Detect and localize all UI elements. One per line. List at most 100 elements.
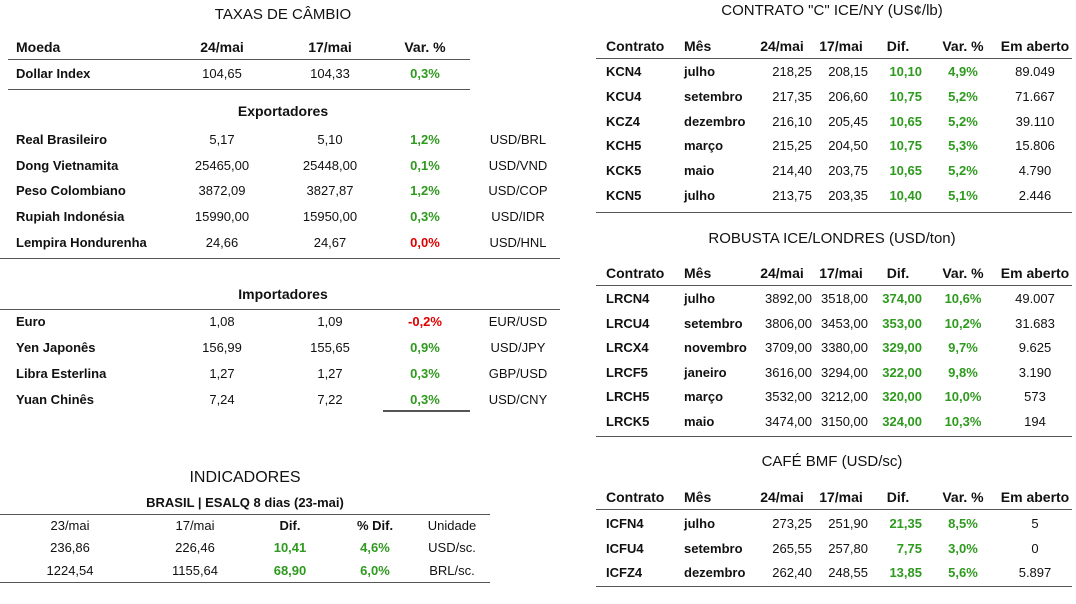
section-title: ROBUSTA ICE/LONDRES (USD/ton): [708, 230, 956, 247]
cell: julho: [684, 291, 716, 306]
cell: maio: [684, 414, 715, 429]
cell: Real Brasileiro: [16, 132, 108, 147]
cell: 104,65: [202, 66, 242, 81]
cell: 3709,00: [765, 340, 812, 356]
cell: GBP/USD: [488, 366, 548, 381]
cell: novembro: [684, 340, 747, 356]
cell: 156,99: [202, 340, 242, 355]
cell: 3892,00: [765, 291, 812, 306]
header-cell: Var. %: [942, 489, 984, 505]
cell: 7,75: [896, 540, 922, 556]
cell: 329,00: [882, 340, 922, 356]
header-cell: Em aberto: [1000, 265, 1070, 281]
cell: ICFN4: [606, 516, 644, 531]
cell: ICFU4: [606, 540, 644, 556]
header-cell: Mês: [684, 489, 712, 505]
cell: 213,75: [772, 188, 812, 203]
cell: 1,27: [209, 366, 235, 381]
cell: 273,25: [772, 516, 812, 531]
rule: [383, 410, 470, 412]
cell: Yen Japonês: [16, 340, 96, 355]
header-cell: Dif.: [886, 265, 910, 281]
cell: ICFZ4: [606, 565, 643, 580]
cell: 0,3%: [410, 366, 440, 381]
cell: 216,10: [772, 113, 812, 129]
header-cell: 17/mai: [819, 265, 863, 281]
cell: 3.190: [1018, 364, 1052, 380]
cell: 248,55: [828, 565, 868, 580]
cell: 374,00: [882, 291, 922, 306]
cell: 9,8%: [948, 364, 978, 380]
header-cell: Contrato: [606, 489, 665, 505]
header-cell: 17/mai: [308, 39, 352, 55]
cell: 1,08: [209, 314, 235, 329]
cell: 1,2%: [410, 183, 440, 199]
cell: 215,25: [772, 138, 812, 154]
cell: 5,2%: [948, 88, 978, 104]
rule: [596, 509, 1072, 510]
cell: 3474,00: [765, 414, 812, 429]
cell: Yuan Chinês: [16, 392, 95, 407]
cell: USD/sc.: [428, 540, 476, 555]
cell: 3806,00: [765, 315, 812, 331]
cell: julho: [684, 188, 716, 203]
cell: 10,0%: [944, 389, 982, 405]
cell: dezembro: [684, 113, 746, 129]
header-cell: 24/mai: [760, 265, 804, 281]
cell: Dif.: [279, 518, 301, 533]
cell: março: [684, 138, 724, 154]
header-cell: 24/mai: [200, 39, 244, 55]
cell: 5,10: [317, 132, 343, 147]
cell: USD/VND: [488, 157, 548, 173]
cell: KCK5: [606, 163, 642, 179]
cell: BRL/sc.: [429, 563, 475, 578]
cell: 24,67: [313, 234, 347, 250]
cell: 3872,09: [198, 183, 246, 199]
cell: 7,22: [317, 392, 343, 407]
rule: [596, 285, 1072, 286]
cell: 7,24: [209, 392, 235, 407]
cell: 4.790: [1018, 163, 1052, 179]
cell: 15.806: [1015, 138, 1055, 154]
cell: 15990,00: [194, 209, 250, 225]
cell: setembro: [684, 88, 743, 104]
cell: 1155,64: [171, 563, 219, 578]
cell: 10,6%: [944, 291, 982, 306]
cell: 206,60: [828, 88, 868, 104]
cell: 5,3%: [948, 138, 978, 154]
header-cell: Var. %: [404, 39, 446, 55]
cell: KCN5: [606, 188, 642, 203]
cell: KCU4: [606, 88, 642, 104]
cell: 6,0%: [360, 563, 390, 578]
cell: setembro: [684, 315, 743, 331]
cell: 262,40: [772, 565, 812, 580]
cell: LRCX4: [606, 340, 649, 356]
cell: 10,2%: [944, 315, 982, 331]
rule: [0, 309, 560, 310]
cell: 3532,00: [765, 389, 812, 405]
cell: 3453,00: [821, 315, 868, 331]
cell: 1,2%: [410, 132, 440, 147]
section-title: INDICADORES: [189, 469, 301, 486]
cell: 23/mai: [50, 518, 90, 533]
section-title: TAXAS DE CÂMBIO: [214, 6, 352, 23]
cell: 5: [1031, 516, 1039, 531]
cell: 25465,00: [194, 157, 250, 173]
cell: USD/IDR: [491, 209, 545, 225]
header-cell: Mês: [684, 265, 712, 281]
cell: 3616,00: [765, 364, 812, 380]
cell: 17/mai: [175, 518, 215, 533]
cell: 15950,00: [302, 209, 358, 225]
cell: Peso Colombiano: [16, 183, 126, 199]
cell: 1,09: [317, 314, 343, 329]
cell: 10,65: [889, 113, 922, 129]
cell: KCZ4: [606, 113, 640, 129]
cell: 3294,00: [821, 364, 868, 380]
section-title: CAFÉ BMF (USD/sc): [761, 453, 903, 470]
cell: USD/COP: [488, 183, 548, 199]
cell: 226,46: [175, 540, 215, 555]
cell: 4,6%: [360, 540, 390, 555]
header-cell: Em aberto: [1000, 489, 1070, 505]
header-cell: Contrato: [606, 265, 665, 281]
